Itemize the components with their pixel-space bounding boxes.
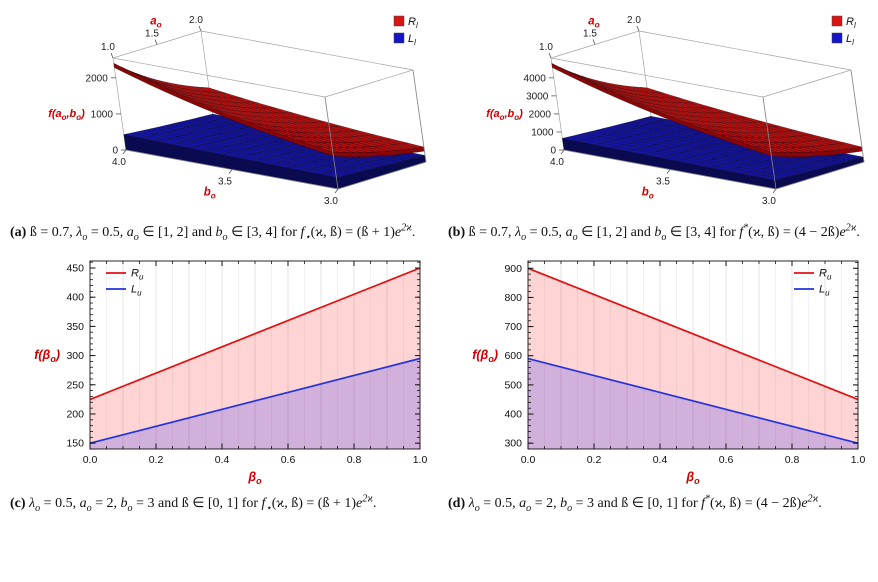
- line-plot-d: 0.0 0.2 0.4 0.6 0.8 1.0 300 400 500 600 700 800 900 β…: [444, 251, 874, 489]
- svg-text:250: 250: [66, 379, 84, 391]
- svg-text:0.8: 0.8: [785, 454, 800, 466]
- svg-text:1.0: 1.0: [851, 454, 866, 466]
- surface-plot-b: 0 1000 2000 3000 4000 f(ao,bo) 1.0 1.5 2.0 ao 4.0 3…: [444, 6, 874, 218]
- svg-text:1.5: 1.5: [145, 29, 159, 40]
- svg-text:Ru: Ru: [819, 268, 832, 282]
- svg-text:0.2: 0.2: [149, 454, 164, 466]
- svg-text:2.0: 2.0: [627, 15, 641, 26]
- svg-text:4000: 4000: [524, 73, 547, 84]
- svg-text:200: 200: [66, 408, 84, 420]
- svg-text:1.0: 1.0: [101, 42, 115, 53]
- caption-d: (d) λo = 0.5, ao = 2, bo = 3 and ß ∈ [0,…: [448, 493, 822, 514]
- svg-text:2000: 2000: [86, 73, 109, 84]
- surface-chart-svg: 0 1000 2000 f(ao,bo) 1.0 1.5 2.0 ao 4.0 3.5 3.0 bo R…: [48, 15, 427, 207]
- panel-a: 0 1000 2000 f(ao,bo) 1.0 1.5 2.0 ao 4.0 3.5 3.0 bo R…: [6, 6, 436, 251]
- svg-text:400: 400: [66, 292, 84, 304]
- svg-text:Ll: Ll: [408, 33, 416, 47]
- caption-a: (a) ß = 0.7, λo = 0.5, ao ∈ [1, 2] and b…: [10, 222, 416, 243]
- svg-text:f(βo): f(βo): [472, 348, 498, 364]
- svg-text:0.0: 0.0: [83, 454, 98, 466]
- svg-text:0.2: 0.2: [587, 454, 602, 466]
- svg-text:bo: bo: [204, 187, 216, 201]
- svg-text:600: 600: [504, 350, 522, 362]
- svg-text:0.6: 0.6: [719, 454, 734, 466]
- svg-text:Lu: Lu: [131, 284, 142, 298]
- svg-text:400: 400: [504, 409, 522, 421]
- svg-text:4.0: 4.0: [550, 157, 564, 168]
- panel-c: 0.0 0.2 0.4 0.6 0.8 1.0 150 200 250 300 350 400 450 β…: [6, 251, 436, 522]
- caption-c: (c) λo = 0.5, ao = 2, bo = 3 and ß ∈ [0,…: [10, 493, 377, 514]
- svg-text:Ru: Ru: [131, 268, 144, 282]
- svg-text:f(βo): f(βo): [34, 348, 60, 364]
- legend-swatch: [393, 15, 405, 27]
- svg-text:0: 0: [112, 146, 118, 157]
- svg-text:4.0: 4.0: [112, 157, 126, 168]
- svg-text:βo: βo: [247, 470, 262, 486]
- svg-text:Ll: Ll: [846, 33, 854, 47]
- svg-text:3.5: 3.5: [656, 177, 670, 188]
- legend-swatch: [831, 15, 843, 27]
- svg-text:150: 150: [66, 438, 84, 450]
- panel-b: 0 1000 2000 3000 4000 f(ao,bo) 1.0 1.5 2.0 ao 4.0 3…: [444, 6, 874, 251]
- svg-text:βo: βo: [685, 470, 700, 486]
- svg-text:700: 700: [504, 321, 522, 333]
- caption-b: (b) ß = 0.7, λo = 0.5, ao ∈ [1, 2] and b…: [448, 222, 860, 243]
- svg-text:bo: bo: [642, 187, 654, 201]
- svg-text:ao: ao: [588, 16, 599, 30]
- surface-plot-a: 0 1000 2000 f(ao,bo) 1.0 1.5 2.0 ao 4.0 3.5 3.0 bo R…: [6, 6, 436, 218]
- svg-text:350: 350: [66, 321, 84, 333]
- svg-text:0: 0: [550, 146, 556, 157]
- svg-text:1.0: 1.0: [539, 42, 553, 53]
- svg-text:Rl: Rl: [408, 16, 418, 30]
- svg-text:0.4: 0.4: [215, 454, 230, 466]
- svg-text:500: 500: [504, 379, 522, 391]
- svg-text:f(ao,bo): f(ao,bo): [48, 108, 85, 122]
- svg-text:2.0: 2.0: [189, 15, 203, 26]
- line-chart-svg: 0.0 0.2 0.4 0.6 0.8 1.0 150 200 250 300 350 400 450 β…: [34, 260, 428, 486]
- figure-grid: 0 1000 2000 f(ao,bo) 1.0 1.5 2.0 ao 4.0 3.5 3.0 bo R…: [6, 6, 874, 522]
- svg-text:1000: 1000: [91, 109, 114, 120]
- svg-text:1.5: 1.5: [583, 29, 597, 40]
- surface-chart-svg: 0 1000 2000 3000 4000 f(ao,bo) 1.0 1.5 2.0 ao 4.0 3…: [486, 15, 865, 207]
- svg-text:0.4: 0.4: [653, 454, 668, 466]
- svg-text:3.0: 3.0: [762, 196, 776, 207]
- svg-text:1.0: 1.0: [413, 454, 428, 466]
- legend-swatch: [831, 32, 843, 44]
- svg-text:300: 300: [504, 438, 522, 450]
- svg-text:3.0: 3.0: [324, 196, 338, 207]
- svg-text:2000: 2000: [529, 109, 552, 120]
- svg-text:0.0: 0.0: [521, 454, 536, 466]
- svg-text:3000: 3000: [526, 91, 549, 102]
- svg-text:1000: 1000: [531, 127, 554, 138]
- svg-text:800: 800: [504, 292, 522, 304]
- svg-text:3.5: 3.5: [218, 177, 232, 188]
- svg-text:900: 900: [504, 263, 522, 275]
- svg-text:ao: ao: [150, 16, 161, 30]
- line-plot-c: 0.0 0.2 0.4 0.6 0.8 1.0 150 200 250 300 350 400 450 β…: [6, 251, 436, 489]
- svg-text:0.6: 0.6: [281, 454, 296, 466]
- svg-text:Lu: Lu: [819, 284, 830, 298]
- legend-swatch: [393, 32, 405, 44]
- line-chart-svg: 0.0 0.2 0.4 0.6 0.8 1.0 300 400 500 600 700 800 900 β…: [472, 260, 866, 486]
- svg-text:Rl: Rl: [846, 16, 856, 30]
- svg-text:f(ao,bo): f(ao,bo): [486, 108, 523, 122]
- svg-text:0.8: 0.8: [347, 454, 362, 466]
- svg-text:450: 450: [66, 263, 84, 275]
- panel-d: 0.0 0.2 0.4 0.6 0.8 1.0 300 400 500 600 700 800 900 β…: [444, 251, 874, 522]
- svg-text:300: 300: [66, 350, 84, 362]
